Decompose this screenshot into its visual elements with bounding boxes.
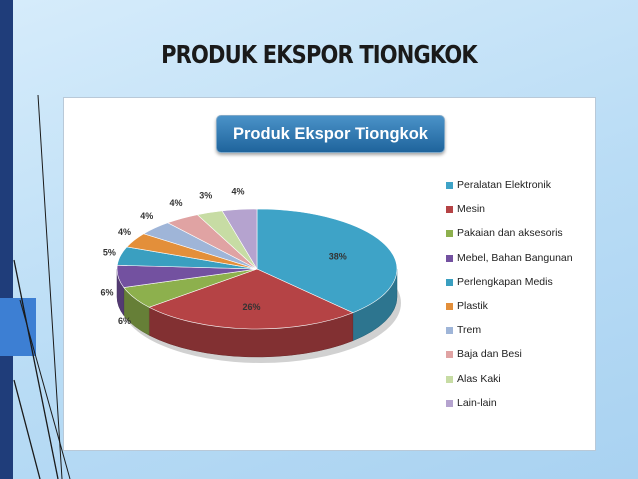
pie-data-label: 4% [140, 211, 153, 221]
legend-swatch [446, 375, 453, 383]
chart-title-box: Produk Ekspor Tiongkok [216, 115, 445, 153]
deco-line [13, 259, 59, 479]
pie-data-label: 4% [118, 227, 131, 237]
chart-title: Produk Ekspor Tiongkok [233, 125, 428, 143]
legend-label: Lain-lain [457, 396, 497, 409]
legend-swatch [446, 278, 453, 286]
legend-swatch [446, 206, 453, 214]
pie-data-label: 6% [118, 316, 131, 326]
chart-panel: 38% 26% 6% 6% 5% 4% 4% 4% 3% 4% Produk Ekspor Tio… [63, 97, 596, 451]
deco-line [13, 379, 41, 479]
pie-data-label: 38% [329, 251, 347, 261]
legend-label: Baja dan Besi [457, 348, 522, 361]
pie-data-label: 6% [100, 288, 113, 298]
legend-label: Perlengkapan Medis [457, 275, 553, 288]
pie-data-label: 3% [199, 190, 212, 200]
pie-slice [256, 208, 398, 314]
left-accent-bar [0, 0, 13, 479]
legend-label: Mesin [457, 203, 486, 216]
legend-swatch [446, 303, 453, 310]
legend-label: Trem [457, 324, 482, 337]
pie-slice [221, 208, 258, 271]
legend-label: Plastik [457, 300, 488, 312]
pie-data-label: 5% [103, 248, 116, 258]
legend-label: Pakaian dan aksesoris [457, 227, 563, 240]
legend-label: Alas Kaki [457, 372, 501, 385]
left-accent-tab [0, 298, 36, 356]
legend-swatch [446, 254, 453, 262]
legend-swatch [446, 399, 453, 407]
legend-swatch [446, 327, 453, 335]
slide-title: PRODUK EKSPOR TIONGKOK [161, 40, 478, 69]
pie-slice [148, 268, 354, 330]
deco-line [19, 299, 71, 479]
legend-label: Mebel, Bahan Bangunan [457, 251, 573, 264]
deco-line [37, 94, 63, 479]
pie-data-label: 26% [243, 302, 261, 312]
legend-swatch [446, 230, 453, 238]
legend-swatch [446, 182, 453, 189]
legend-swatch [446, 351, 453, 359]
decorative-lines [13, 94, 71, 479]
pie-data-label: 4% [232, 186, 245, 196]
pie-chart: 38% 26% 6% 6% 5% 4% 4% 4% 3% 4% [100, 186, 401, 363]
pie-data-label: 4% [169, 198, 182, 208]
legend-label: Peralatan Elektronik [457, 179, 551, 191]
